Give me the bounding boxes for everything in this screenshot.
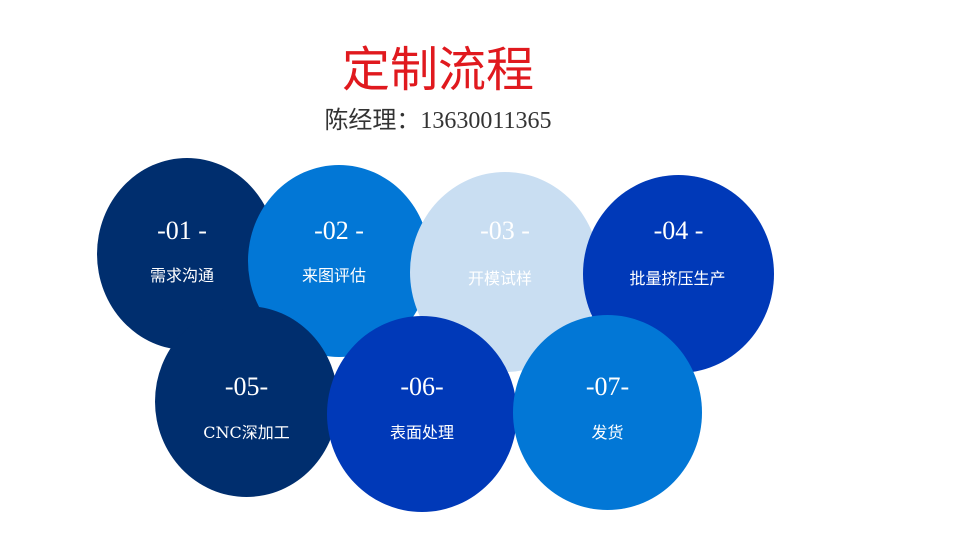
step-label: 来图评估 — [301, 266, 366, 285]
step-5: -05- CNC深加工 — [155, 306, 338, 497]
step-label: 需求沟通 — [149, 266, 214, 285]
step-number: -07- — [585, 372, 630, 401]
step-6: -06- 表面处理 — [327, 316, 517, 512]
page-title: 定制流程 — [341, 42, 534, 98]
step-1: -01 - 需求沟通 — [97, 158, 277, 350]
step-label: 开模试样 — [467, 269, 532, 288]
step-number: -01 - — [157, 216, 207, 245]
step-number: -06- — [400, 372, 444, 401]
step-number: -02 - — [314, 216, 364, 245]
step-label: CNC深加工 — [203, 423, 290, 442]
step-number: -05- — [224, 372, 269, 401]
contact-info: 陈经理：13630011365 — [324, 108, 552, 134]
step-number: -04 - — [653, 216, 704, 245]
step-label: 发货 — [591, 423, 624, 442]
step-number: -03 - — [480, 216, 530, 245]
step-label: 批量挤压生产 — [629, 269, 726, 288]
step-7: -07- 发货 — [513, 315, 702, 510]
step-label: 表面处理 — [389, 423, 454, 442]
